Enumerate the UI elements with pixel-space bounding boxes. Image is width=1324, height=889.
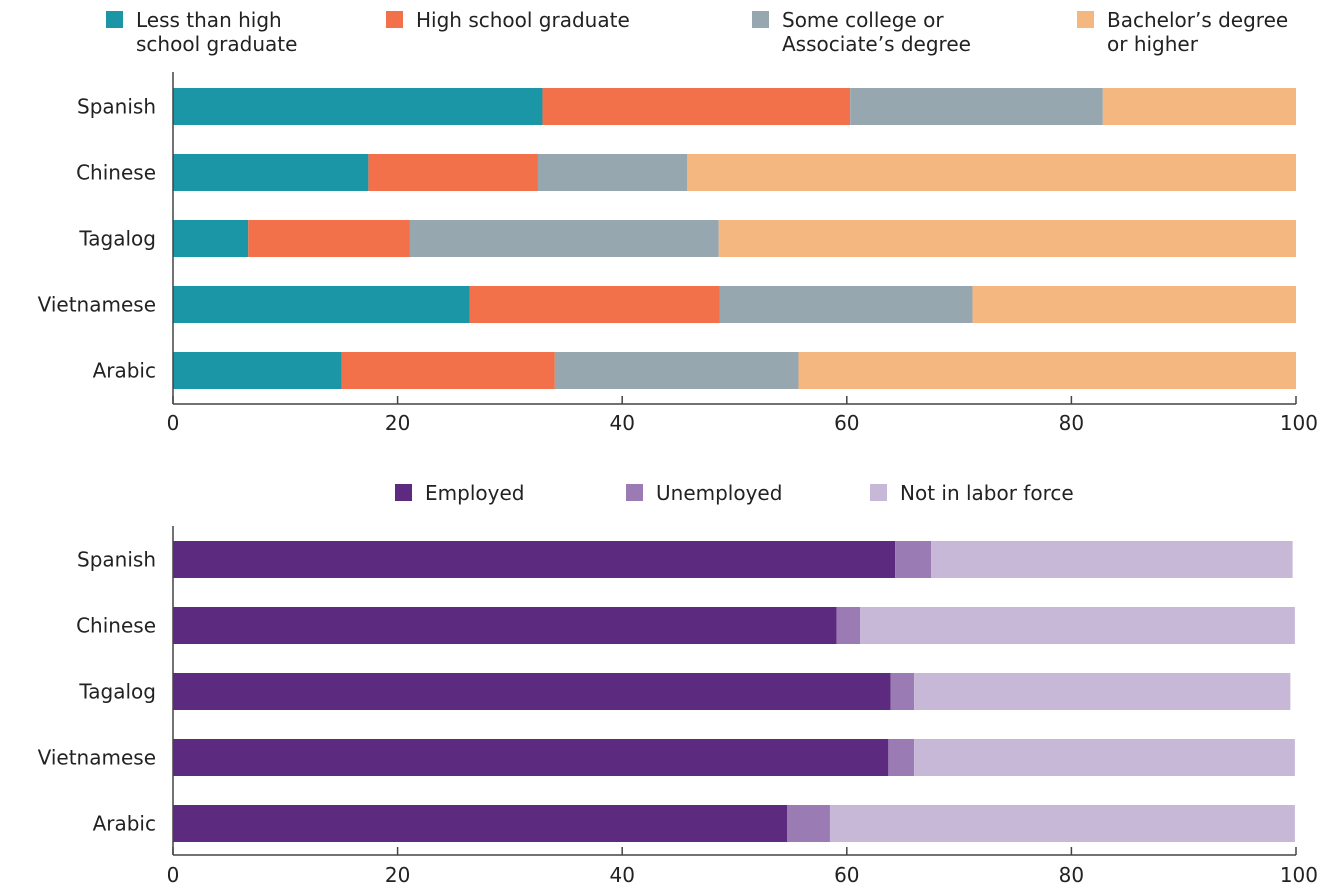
x-tick-label: 40 — [609, 863, 634, 887]
chart-1: Less than high school graduate High school… — [38, 8, 1318, 435]
bar-segment — [972, 286, 1296, 323]
chart-2: Employed Unemployed Not in labor force Span… — [38, 481, 1318, 887]
x-tick-label: 80 — [1059, 863, 1084, 887]
bar-segment — [860, 607, 1295, 644]
bar-segment — [173, 607, 837, 644]
bar-segment — [850, 88, 1103, 125]
bar-segment — [931, 541, 1293, 578]
legend-label: Not in labor force — [900, 481, 1074, 505]
legend-label-line: Less than high — [136, 8, 282, 32]
bar-segment — [341, 352, 555, 389]
legend-swatch — [1077, 11, 1094, 28]
legend-label-line: Employed — [425, 481, 524, 505]
category-label: Spanish — [77, 548, 156, 572]
bar-segment — [719, 286, 973, 323]
bar-segment — [895, 541, 932, 578]
legend-label: Less than high school graduate — [136, 8, 297, 56]
x-tick-label: 60 — [834, 411, 859, 435]
x-tick-label: 40 — [609, 411, 634, 435]
legend-label-line: Associate’s degree — [782, 32, 971, 56]
legend-swatch — [752, 11, 769, 28]
bar-segment — [173, 154, 369, 191]
x-tick-label: 20 — [385, 411, 410, 435]
category-label: Chinese — [76, 614, 156, 638]
x-tick-label: 20 — [385, 863, 410, 887]
legend-swatch — [395, 484, 412, 501]
legend-label-line: or higher — [1107, 32, 1199, 56]
x-tick-label: 100 — [1280, 863, 1318, 887]
legend-label-line: High school graduate — [416, 8, 630, 32]
bar-segment — [718, 220, 1296, 257]
bar-segment — [173, 739, 889, 776]
bar-segment — [798, 352, 1296, 389]
legend-label: Unemployed — [656, 481, 782, 505]
category-label: Vietnamese — [38, 746, 156, 770]
legend-label-line: Not in labor force — [900, 481, 1074, 505]
bar-segment — [687, 154, 1296, 191]
bar-segment — [173, 286, 470, 323]
x-tick-label: 0 — [167, 863, 180, 887]
bar-segment — [173, 88, 543, 125]
bar-segment — [248, 220, 410, 257]
bar-segment — [1102, 88, 1296, 125]
bar-segment — [836, 607, 861, 644]
x-tick-label: 100 — [1280, 411, 1318, 435]
legend-label: Some college or Associate’s degree — [782, 8, 971, 56]
legend-label-line: Unemployed — [656, 481, 782, 505]
bar-segment — [829, 805, 1295, 842]
bar-segment — [173, 541, 896, 578]
legend-label: High school graduate — [416, 8, 630, 32]
bar-segment — [409, 220, 719, 257]
bar-segment — [368, 154, 538, 191]
legend-label: Employed — [425, 481, 524, 505]
bar-segment — [542, 88, 851, 125]
category-label: Spanish — [77, 95, 156, 119]
bar-segment — [537, 154, 688, 191]
bar-segment — [787, 805, 830, 842]
legend-swatch — [386, 11, 403, 28]
bar-segment — [173, 220, 249, 257]
bar-segment — [888, 739, 915, 776]
bar-segment — [914, 739, 1295, 776]
legend-swatch — [870, 484, 887, 501]
category-label: Arabic — [93, 812, 156, 836]
category-label: Tagalog — [78, 227, 156, 251]
legend-label-line: school graduate — [136, 32, 297, 56]
x-tick-label: 60 — [834, 863, 859, 887]
category-label: Tagalog — [78, 680, 156, 704]
bar-segment — [890, 673, 915, 710]
category-label: Vietnamese — [38, 293, 156, 317]
legend-label-line: Some college or — [782, 8, 944, 32]
bar-segment — [173, 805, 788, 842]
legend-swatch — [106, 11, 123, 28]
category-label: Chinese — [76, 161, 156, 185]
legend-swatch — [626, 484, 643, 501]
x-tick-label: 0 — [167, 411, 180, 435]
bar-segment — [173, 352, 342, 389]
bar-segment — [554, 352, 799, 389]
bar-segment — [173, 673, 891, 710]
legend-label-line: Bachelor’s degree — [1107, 8, 1288, 32]
x-tick-label: 80 — [1059, 411, 1084, 435]
legend-label: Bachelor’s degree or higher — [1107, 8, 1288, 56]
category-label: Arabic — [93, 359, 156, 383]
bar-segment — [469, 286, 720, 323]
bar-segment — [914, 673, 1291, 710]
